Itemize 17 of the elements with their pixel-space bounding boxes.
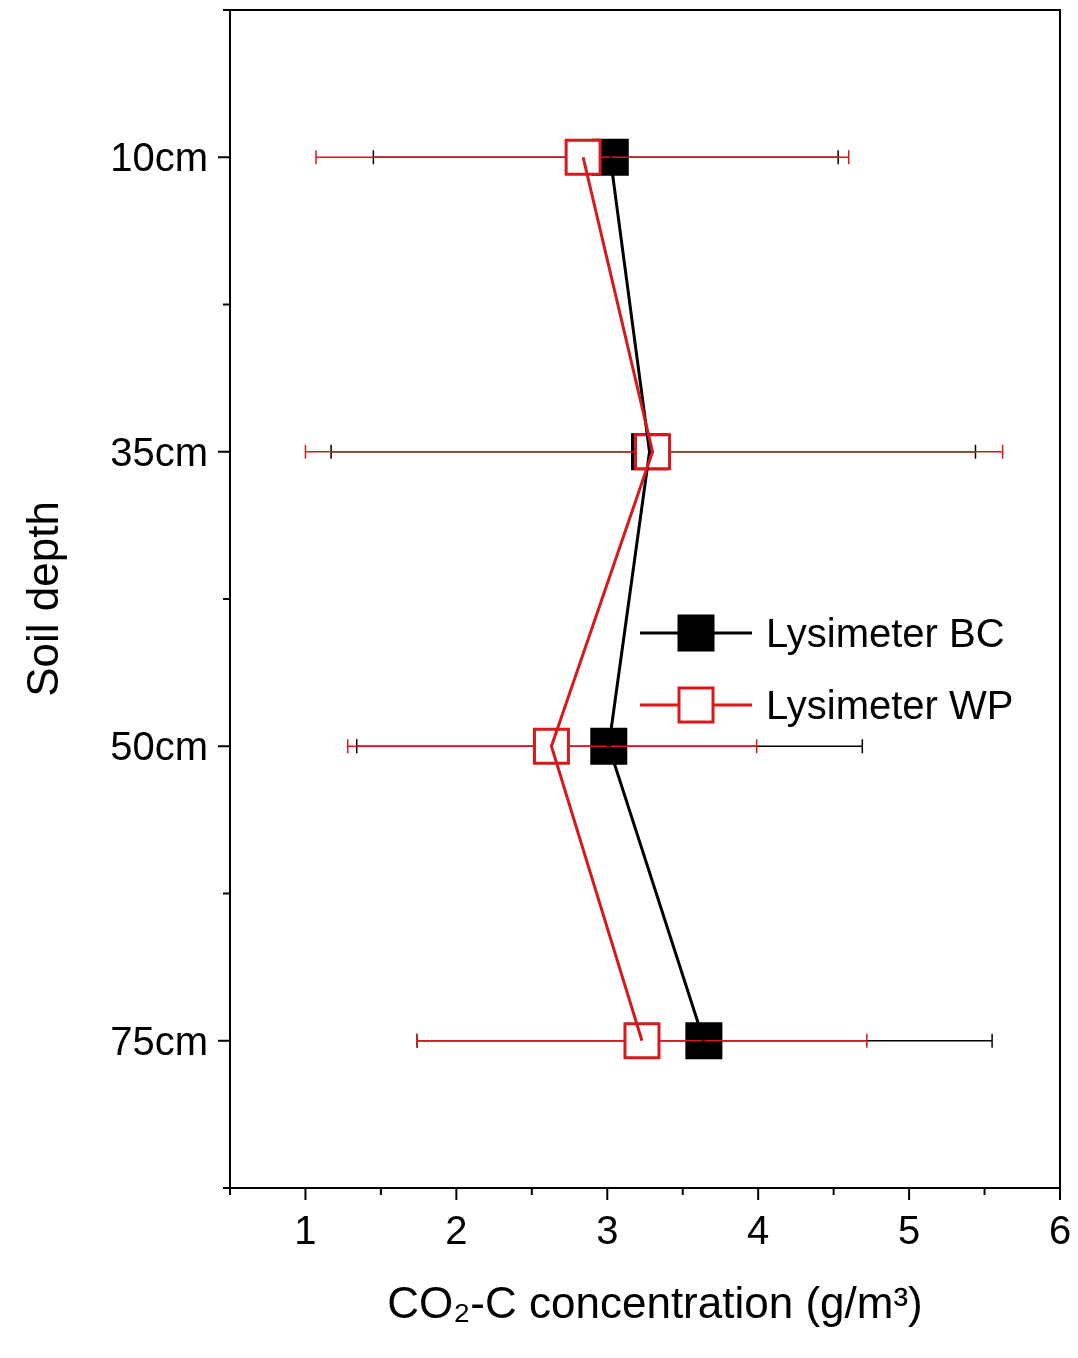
x-tick-label: 1 bbox=[294, 1208, 317, 1252]
x-tick-label: 5 bbox=[897, 1208, 921, 1252]
x-tick-label: 2 bbox=[445, 1208, 468, 1252]
y-tick-label: 75cm bbox=[110, 1018, 208, 1063]
x-axis-title: CO₂-C concentration (g/m³) bbox=[387, 1278, 923, 1327]
y-tick-label: 50cm bbox=[110, 724, 208, 769]
x-tick-label: 6 bbox=[1048, 1208, 1072, 1252]
point bbox=[564, 138, 602, 176]
y-axis-title: Soil depth bbox=[18, 501, 67, 697]
point bbox=[685, 1022, 723, 1060]
point bbox=[590, 727, 628, 765]
x-tick-label: 4 bbox=[747, 1208, 770, 1252]
legend-label: Lysimeter BC bbox=[766, 611, 1005, 655]
legend-label: Lysimeter WP bbox=[766, 683, 1014, 727]
x-tick-label: 3 bbox=[596, 1208, 619, 1252]
y-tick-label: 35cm bbox=[110, 429, 208, 474]
y-tick-label: 10cm bbox=[110, 135, 208, 180]
